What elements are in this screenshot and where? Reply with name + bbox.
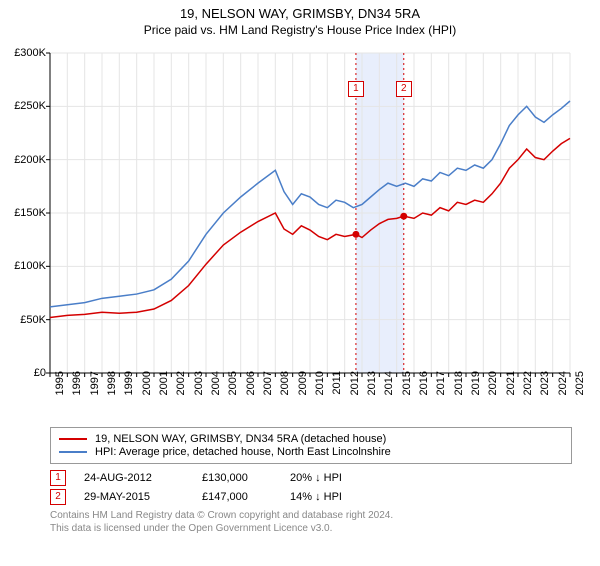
- x-tick-label: 2010: [314, 371, 326, 411]
- sale-marker-box: 1: [348, 81, 364, 97]
- x-tick-label: 2002: [175, 371, 187, 411]
- sale-date: 29-MAY-2015: [84, 491, 184, 503]
- sale-marker-icon: 2: [50, 489, 66, 505]
- x-tick-label: 2001: [158, 371, 170, 411]
- sale-price: £130,000: [202, 472, 272, 484]
- x-tick-label: 2025: [574, 371, 586, 411]
- page-title: 19, NELSON WAY, GRIMSBY, DN34 5RA: [0, 6, 600, 21]
- x-tick-label: 2019: [470, 371, 482, 411]
- x-tick-label: 1995: [54, 371, 66, 411]
- x-tick-label: 1999: [123, 371, 135, 411]
- legend-label: HPI: Average price, detached house, Nort…: [95, 446, 391, 458]
- x-tick-label: 2024: [557, 371, 569, 411]
- sales-table: 1 24-AUG-2012 £130,000 20% ↓ HPI 2 29-MAY-201…: [50, 470, 572, 505]
- x-tick-label: 2004: [210, 371, 222, 411]
- footer-attribution: Contains HM Land Registry data © Crown c…: [50, 509, 572, 535]
- x-tick-label: 2015: [401, 371, 413, 411]
- sale-diff: 14% ↓ HPI: [290, 491, 380, 503]
- sale-marker-box: 2: [396, 81, 412, 97]
- legend-swatch: [59, 451, 87, 453]
- x-tick-label: 2018: [453, 371, 465, 411]
- y-tick-label: £100K: [14, 260, 46, 272]
- x-tick-label: 2000: [141, 371, 153, 411]
- y-tick-label: £150K: [14, 207, 46, 219]
- x-tick-label: 1997: [89, 371, 101, 411]
- sale-row: 2 29-MAY-2015 £147,000 14% ↓ HPI: [50, 489, 572, 505]
- x-tick-label: 2023: [539, 371, 551, 411]
- sale-price: £147,000: [202, 491, 272, 503]
- x-tick-label: 2006: [245, 371, 257, 411]
- x-tick-label: 2011: [331, 371, 343, 411]
- x-tick-label: 2012: [349, 371, 361, 411]
- x-tick-label: 2009: [297, 371, 309, 411]
- x-tick-label: 2014: [383, 371, 395, 411]
- y-tick-label: £300K: [14, 47, 46, 59]
- footer-line-2: This data is licensed under the Open Gov…: [50, 522, 572, 535]
- chart-svg: [0, 43, 600, 423]
- sale-marker-icon: 1: [50, 470, 66, 486]
- x-tick-label: 2007: [262, 371, 274, 411]
- legend-row: 19, NELSON WAY, GRIMSBY, DN34 5RA (detac…: [59, 433, 563, 445]
- y-tick-label: £250K: [14, 100, 46, 112]
- x-tick-label: 2022: [522, 371, 534, 411]
- x-tick-label: 2003: [193, 371, 205, 411]
- legend-label: 19, NELSON WAY, GRIMSBY, DN34 5RA (detac…: [95, 433, 386, 445]
- x-tick-label: 2008: [279, 371, 291, 411]
- x-tick-label: 2016: [418, 371, 430, 411]
- footer-line-1: Contains HM Land Registry data © Crown c…: [50, 509, 572, 522]
- x-tick-label: 2013: [366, 371, 378, 411]
- x-tick-label: 1996: [71, 371, 83, 411]
- sale-diff: 20% ↓ HPI: [290, 472, 380, 484]
- legend-row: HPI: Average price, detached house, Nort…: [59, 446, 563, 458]
- y-tick-label: £0: [34, 367, 46, 379]
- sale-date: 24-AUG-2012: [84, 472, 184, 484]
- y-tick-label: £50K: [20, 314, 46, 326]
- x-tick-label: 2021: [505, 371, 517, 411]
- legend-swatch: [59, 438, 87, 440]
- page-subtitle: Price paid vs. HM Land Registry's House …: [0, 23, 600, 37]
- y-tick-label: £200K: [14, 154, 46, 166]
- x-tick-label: 1998: [106, 371, 118, 411]
- x-tick-label: 2017: [435, 371, 447, 411]
- x-tick-label: 2005: [227, 371, 239, 411]
- sale-row: 1 24-AUG-2012 £130,000 20% ↓ HPI: [50, 470, 572, 486]
- x-tick-label: 2020: [487, 371, 499, 411]
- price-chart: £0 £50K £100K £150K £200K £250K £300K 1995 1996 1…: [0, 43, 600, 423]
- legend: 19, NELSON WAY, GRIMSBY, DN34 5RA (detac…: [50, 427, 572, 464]
